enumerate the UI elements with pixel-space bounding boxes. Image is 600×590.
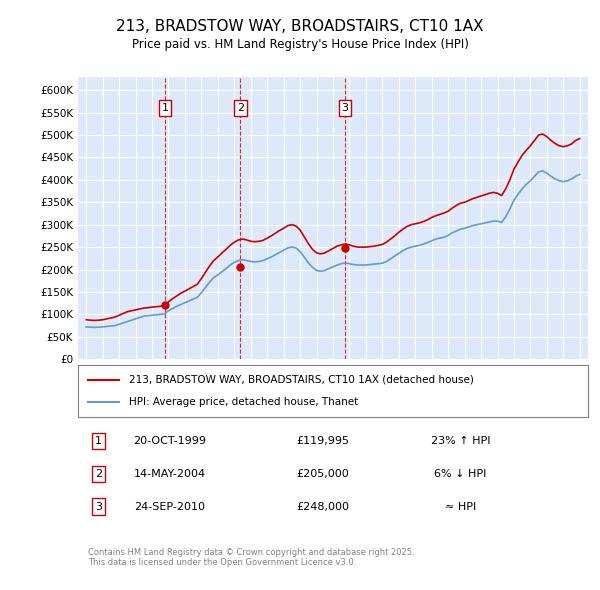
Text: 213, BRADSTOW WAY, BROADSTAIRS, CT10 1AX: 213, BRADSTOW WAY, BROADSTAIRS, CT10 1AX bbox=[116, 19, 484, 34]
Text: Contains HM Land Registry data © Crown copyright and database right 2025.
This d: Contains HM Land Registry data © Crown c… bbox=[88, 548, 415, 567]
Text: HPI: Average price, detached house, Thanet: HPI: Average price, detached house, Than… bbox=[129, 397, 358, 407]
Text: 14-MAY-2004: 14-MAY-2004 bbox=[134, 469, 206, 479]
Text: 20-OCT-1999: 20-OCT-1999 bbox=[133, 436, 206, 446]
Text: £119,995: £119,995 bbox=[296, 436, 349, 446]
Text: 1: 1 bbox=[95, 436, 102, 446]
Text: 3: 3 bbox=[341, 103, 349, 113]
Text: £248,000: £248,000 bbox=[296, 502, 349, 512]
Text: 2: 2 bbox=[95, 469, 102, 479]
Text: 6% ↓ HPI: 6% ↓ HPI bbox=[434, 469, 487, 479]
Text: 1: 1 bbox=[161, 103, 169, 113]
Text: 23% ↑ HPI: 23% ↑ HPI bbox=[431, 436, 490, 446]
Text: 24-SEP-2010: 24-SEP-2010 bbox=[134, 502, 205, 512]
Text: 2: 2 bbox=[237, 103, 244, 113]
Text: 3: 3 bbox=[95, 502, 102, 512]
Text: Price paid vs. HM Land Registry's House Price Index (HPI): Price paid vs. HM Land Registry's House … bbox=[131, 38, 469, 51]
Text: 213, BRADSTOW WAY, BROADSTAIRS, CT10 1AX (detached house): 213, BRADSTOW WAY, BROADSTAIRS, CT10 1AX… bbox=[129, 375, 474, 385]
Text: £205,000: £205,000 bbox=[296, 469, 349, 479]
Text: ≈ HPI: ≈ HPI bbox=[445, 502, 476, 512]
